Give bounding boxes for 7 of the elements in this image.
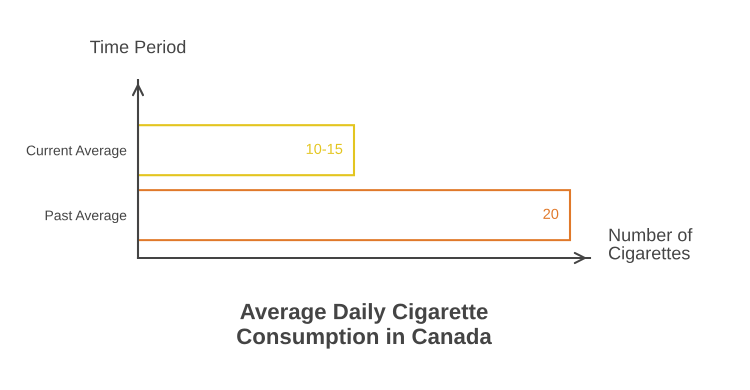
x-axis-title: Number of Cigarettes [608, 228, 692, 264]
data-label: 10-15 [306, 144, 342, 154]
y-tick-label: Past Average [46, 210, 126, 224]
y-tick-label: Current Average [26, 145, 126, 158]
text: Average Daily Cigarette Consumption in Canada [237, 303, 492, 349]
data-label: 20 [543, 208, 558, 220]
y-axis-title: Time Period [90, 40, 186, 54]
